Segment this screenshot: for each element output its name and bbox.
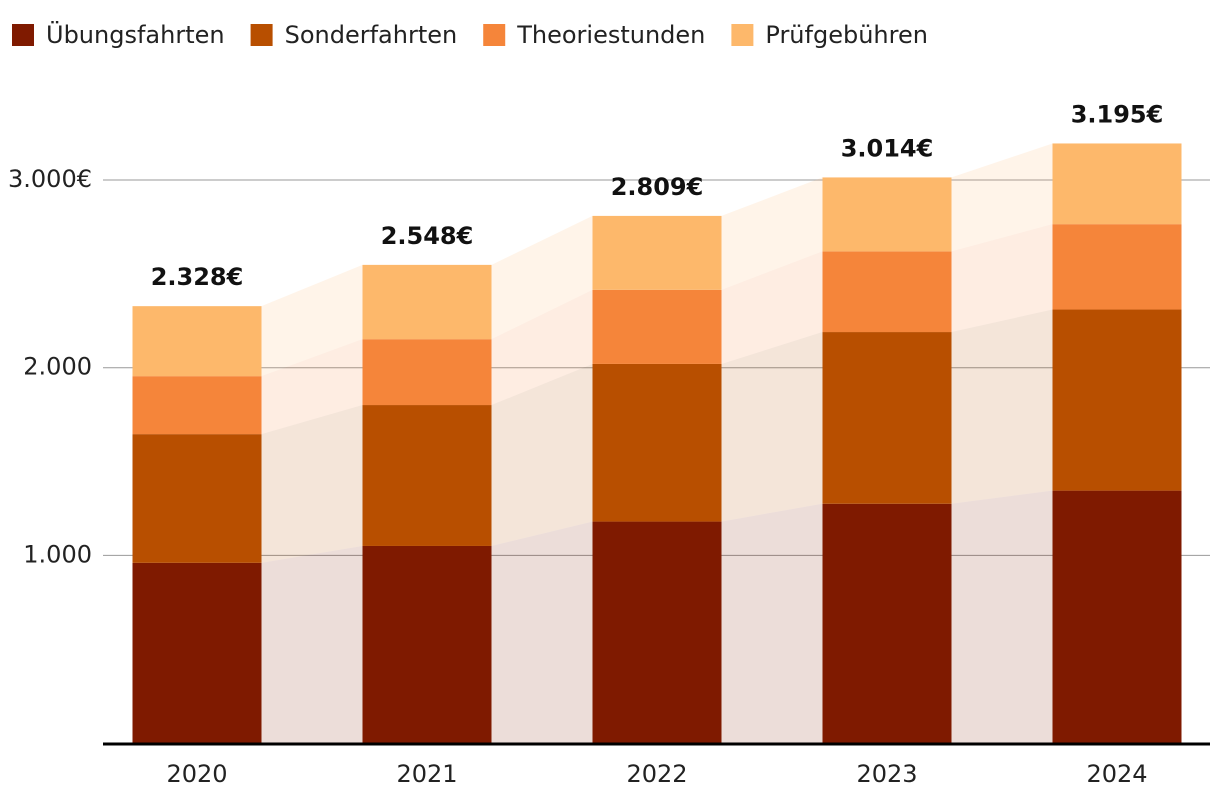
bar-segment bbox=[132, 306, 262, 377]
bar-segment bbox=[822, 251, 952, 333]
connector-band bbox=[951, 143, 1053, 252]
connector-band bbox=[491, 521, 593, 743]
total-label: 3.195€ bbox=[1071, 100, 1164, 128]
legend-label: Übungsfahrten bbox=[46, 20, 225, 49]
connector-band bbox=[261, 264, 363, 377]
x-tick-label: 2023 bbox=[856, 760, 917, 788]
y-tick-label: 3.000€ bbox=[8, 165, 92, 193]
bar-segment bbox=[822, 177, 952, 252]
legend-label: Sonderfahrten bbox=[285, 21, 458, 49]
legend-label: Theoriestunden bbox=[516, 21, 705, 49]
legend-swatch bbox=[12, 24, 34, 46]
bar-segment bbox=[132, 562, 262, 743]
connector-band bbox=[721, 251, 823, 364]
x-tick-label: 2024 bbox=[1086, 760, 1147, 788]
x-tick-label: 2021 bbox=[396, 760, 457, 788]
bar-segment bbox=[132, 434, 262, 563]
bar-segment bbox=[822, 503, 952, 743]
bar-segment bbox=[592, 363, 722, 522]
total-label: 2.809€ bbox=[611, 173, 704, 201]
connector-band bbox=[491, 363, 593, 546]
connector-band bbox=[721, 503, 823, 743]
legend-swatch bbox=[731, 24, 754, 46]
y-tick-label: 2.000 bbox=[23, 353, 92, 381]
connector-band bbox=[951, 224, 1053, 333]
bar-segment bbox=[362, 339, 492, 406]
bar-segment bbox=[362, 264, 492, 340]
bar-segment bbox=[132, 376, 262, 435]
connector-band bbox=[491, 289, 593, 406]
connector-band bbox=[491, 215, 593, 340]
connector-band bbox=[261, 405, 363, 563]
connector-band bbox=[261, 339, 363, 435]
legend-swatch bbox=[483, 24, 506, 46]
legend-swatch bbox=[250, 24, 273, 46]
bar-segment bbox=[1052, 309, 1182, 491]
total-label: 2.328€ bbox=[151, 263, 244, 291]
connector-band bbox=[951, 309, 1053, 504]
bar-segment bbox=[362, 405, 492, 546]
connector-band bbox=[261, 545, 363, 743]
bar-segment bbox=[1052, 224, 1182, 310]
x-tick-label: 2022 bbox=[626, 760, 687, 788]
connector-band bbox=[951, 490, 1053, 743]
y-tick-label: 1.000 bbox=[23, 540, 92, 568]
bar-segment bbox=[1052, 490, 1182, 743]
bar-segment bbox=[592, 289, 722, 364]
connector-band bbox=[721, 332, 823, 522]
bar-segment bbox=[592, 521, 722, 743]
bar-segment bbox=[1052, 143, 1182, 225]
bar-segment bbox=[822, 332, 952, 504]
connector-band bbox=[721, 177, 823, 290]
bar-segment bbox=[592, 215, 722, 290]
bar-segment bbox=[362, 545, 492, 743]
legend-label: Prüfgebühren bbox=[765, 21, 928, 49]
x-tick-label: 2020 bbox=[166, 760, 227, 788]
total-label: 3.014€ bbox=[841, 134, 934, 162]
total-label: 2.548€ bbox=[381, 222, 474, 250]
